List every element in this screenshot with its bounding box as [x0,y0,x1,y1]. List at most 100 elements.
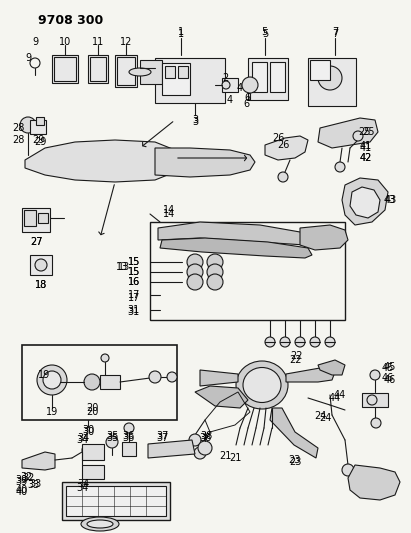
Text: 21: 21 [229,453,241,463]
Bar [178,66,188,78]
Text: 4: 4 [237,83,243,93]
Bar [252,62,267,92]
Bar [22,208,50,232]
Text: 23: 23 [289,457,301,467]
Text: 14: 14 [163,205,175,215]
Circle shape [82,445,92,455]
Text: 26: 26 [272,133,284,143]
Text: 42: 42 [360,153,372,163]
Polygon shape [342,178,388,225]
Text: 3: 3 [192,117,198,127]
Text: 31: 31 [128,307,140,317]
Text: 30: 30 [82,427,94,437]
Polygon shape [348,465,400,500]
Bar [310,60,330,80]
Polygon shape [155,148,255,177]
Circle shape [278,172,288,182]
Text: 32: 32 [20,472,32,482]
Text: 5: 5 [261,27,267,37]
Bar [54,57,76,81]
Circle shape [35,259,47,271]
Text: 44: 44 [334,390,346,400]
Text: 34: 34 [77,479,89,489]
Text: 16: 16 [128,277,140,287]
Bar [22,345,177,420]
Circle shape [20,117,36,133]
Text: 42: 42 [360,153,372,163]
Text: 24: 24 [319,413,331,423]
Text: 6: 6 [244,93,250,103]
Bar [155,58,225,103]
Polygon shape [158,222,310,245]
Polygon shape [25,140,180,182]
Ellipse shape [222,81,230,89]
Bar [62,482,170,520]
Ellipse shape [101,354,109,362]
Text: 33: 33 [27,480,39,490]
Text: 5: 5 [262,29,268,39]
Text: 40: 40 [16,487,28,497]
Bar [82,444,104,460]
Text: 3: 3 [192,115,198,125]
Text: 25: 25 [362,127,374,137]
Circle shape [242,77,258,93]
Bar [52,55,78,83]
Polygon shape [148,440,195,458]
Text: 34: 34 [76,435,88,445]
Text: 45: 45 [382,363,395,373]
Bar [270,62,285,92]
Text: 46: 46 [382,373,394,383]
Bar [88,55,108,83]
Bar [222,78,238,92]
Text: 37: 37 [156,433,168,443]
Bar [30,255,52,275]
Bar [30,120,46,134]
Text: 35: 35 [106,433,118,443]
Text: 22: 22 [290,351,302,361]
Text: 15: 15 [128,257,140,267]
Text: 15: 15 [128,267,140,277]
Text: 4: 4 [227,95,233,105]
Circle shape [353,131,363,141]
Bar [165,66,175,78]
Circle shape [187,254,203,270]
Circle shape [84,374,100,390]
Text: 25: 25 [358,127,370,137]
Text: 19: 19 [46,407,58,417]
Polygon shape [195,386,248,408]
Text: 44: 44 [329,393,341,403]
Text: 23: 23 [288,455,300,465]
Ellipse shape [236,361,288,409]
Text: 34: 34 [76,483,88,493]
Circle shape [367,395,377,405]
Circle shape [318,66,342,90]
Text: 20: 20 [86,407,98,417]
Text: 40: 40 [16,485,28,495]
Text: 9: 9 [25,53,31,63]
Bar [248,58,288,100]
Text: 7: 7 [332,29,338,39]
Polygon shape [270,408,318,458]
Bar [90,57,106,81]
Ellipse shape [243,367,281,402]
Text: 12: 12 [120,37,132,47]
Polygon shape [350,187,380,218]
Text: 30: 30 [82,425,94,435]
Text: 33: 33 [29,479,41,489]
Polygon shape [300,225,348,250]
Ellipse shape [81,517,119,531]
Bar [162,63,190,95]
Text: 21: 21 [219,451,231,461]
Text: 14: 14 [163,209,175,219]
Bar [24,210,36,226]
Text: 38: 38 [200,431,212,441]
Polygon shape [318,360,345,375]
Text: 16: 16 [128,277,140,287]
Circle shape [207,254,223,270]
Ellipse shape [129,68,151,76]
Text: 29: 29 [34,137,46,147]
Text: 43: 43 [384,195,396,205]
Text: 13: 13 [116,262,128,272]
Circle shape [335,162,345,172]
Text: 9: 9 [32,37,38,47]
